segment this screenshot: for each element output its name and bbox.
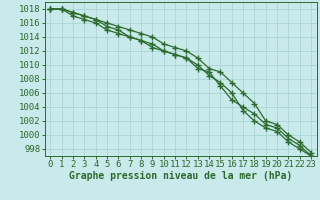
X-axis label: Graphe pression niveau de la mer (hPa): Graphe pression niveau de la mer (hPa): [69, 171, 292, 181]
